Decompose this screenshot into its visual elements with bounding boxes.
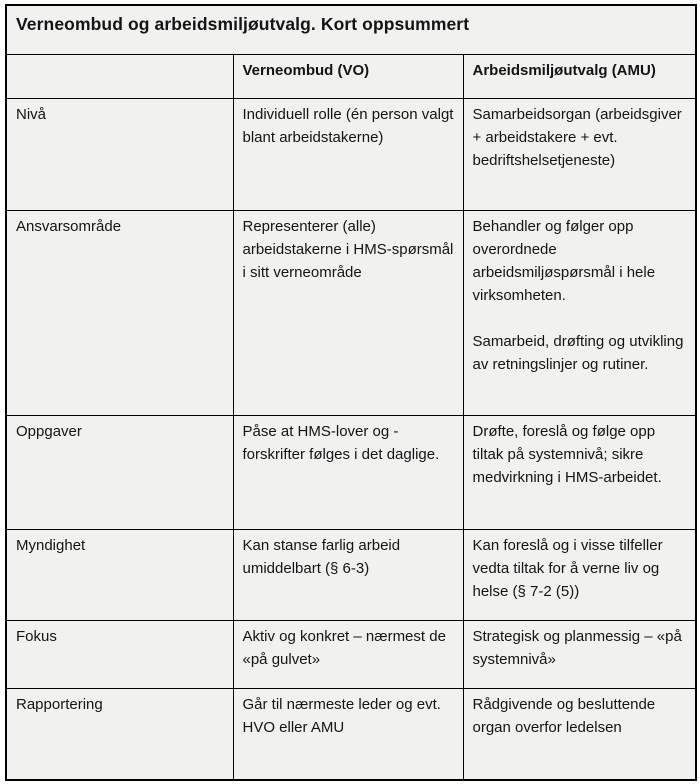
cell-oppgaver-vo: Påse at HMS-lover og -forskrifter følges… [232,414,464,530]
row-label-fokus: Fokus [5,619,234,689]
table-row-niva: Nivå Individuell rolle (én person valgt … [5,97,697,211]
row-label-ansvarsomrade: Ansvarsområde [5,209,234,416]
cell-fokus-vo: Aktiv og konkret – nærmest de «på gulvet… [232,619,464,689]
table-row-myndighet: Myndighet Kan stanse farlig arbeid umidd… [5,528,697,621]
cell-ansvarsomrade-vo: Representerer (alle) arbeidstakerne i HM… [232,209,464,416]
table-title: Verneombud og arbeidsmiljøutvalg. Kort o… [5,4,697,55]
cell-oppgaver-amu: Drøfte, foreslå og følge opp tiltak på s… [462,414,697,530]
row-label-oppgaver: Oppgaver [5,414,234,530]
cell-ansvarsomrade-amu: Behandler og følger opp overordnede arbe… [462,209,697,416]
title-row: Verneombud og arbeidsmiljøutvalg. Kort o… [5,4,697,55]
row-label-niva: Nivå [5,97,234,211]
summary-table: Verneombud og arbeidsmiljøutvalg. Kort o… [5,4,697,781]
cell-niva-vo: Individuell rolle (én person valgt blant… [232,97,464,211]
cell-niva-amu: Samarbeidsorgan (arbeidsgiver + arbeidst… [462,97,697,211]
column-header-amu: Arbeidsmiljøutvalg (AMU) [462,53,697,99]
row-label-myndighet: Myndighet [5,528,234,621]
table-row-ansvarsomrade: Ansvarsområde Representerer (alle) arbei… [5,209,697,416]
column-header-vo: Verneombud (VO) [232,53,464,99]
table-row-fokus: Fokus Aktiv og konkret – nærmest de «på … [5,619,697,689]
cell-fokus-amu: Strategisk og planmessig – «på systemniv… [462,619,697,689]
table-row-oppgaver: Oppgaver Påse at HMS-lover og -forskrift… [5,414,697,530]
cell-rapportering-amu: Rådgivende og besluttende organ overfor … [462,687,697,781]
header-row: Verneombud (VO) Arbeidsmiljøutvalg (AMU) [5,53,697,99]
cell-myndighet-amu: Kan foreslå og i visse tilfeller vedta t… [462,528,697,621]
cell-myndighet-vo: Kan stanse farlig arbeid umiddelbart (§ … [232,528,464,621]
cell-rapportering-vo: Går til nærmeste leder og evt. HVO eller… [232,687,464,781]
row-label-rapportering: Rapportering [5,687,234,781]
table-row-rapportering: Rapportering Går til nærmeste leder og e… [5,687,697,781]
column-header-empty [5,53,234,99]
